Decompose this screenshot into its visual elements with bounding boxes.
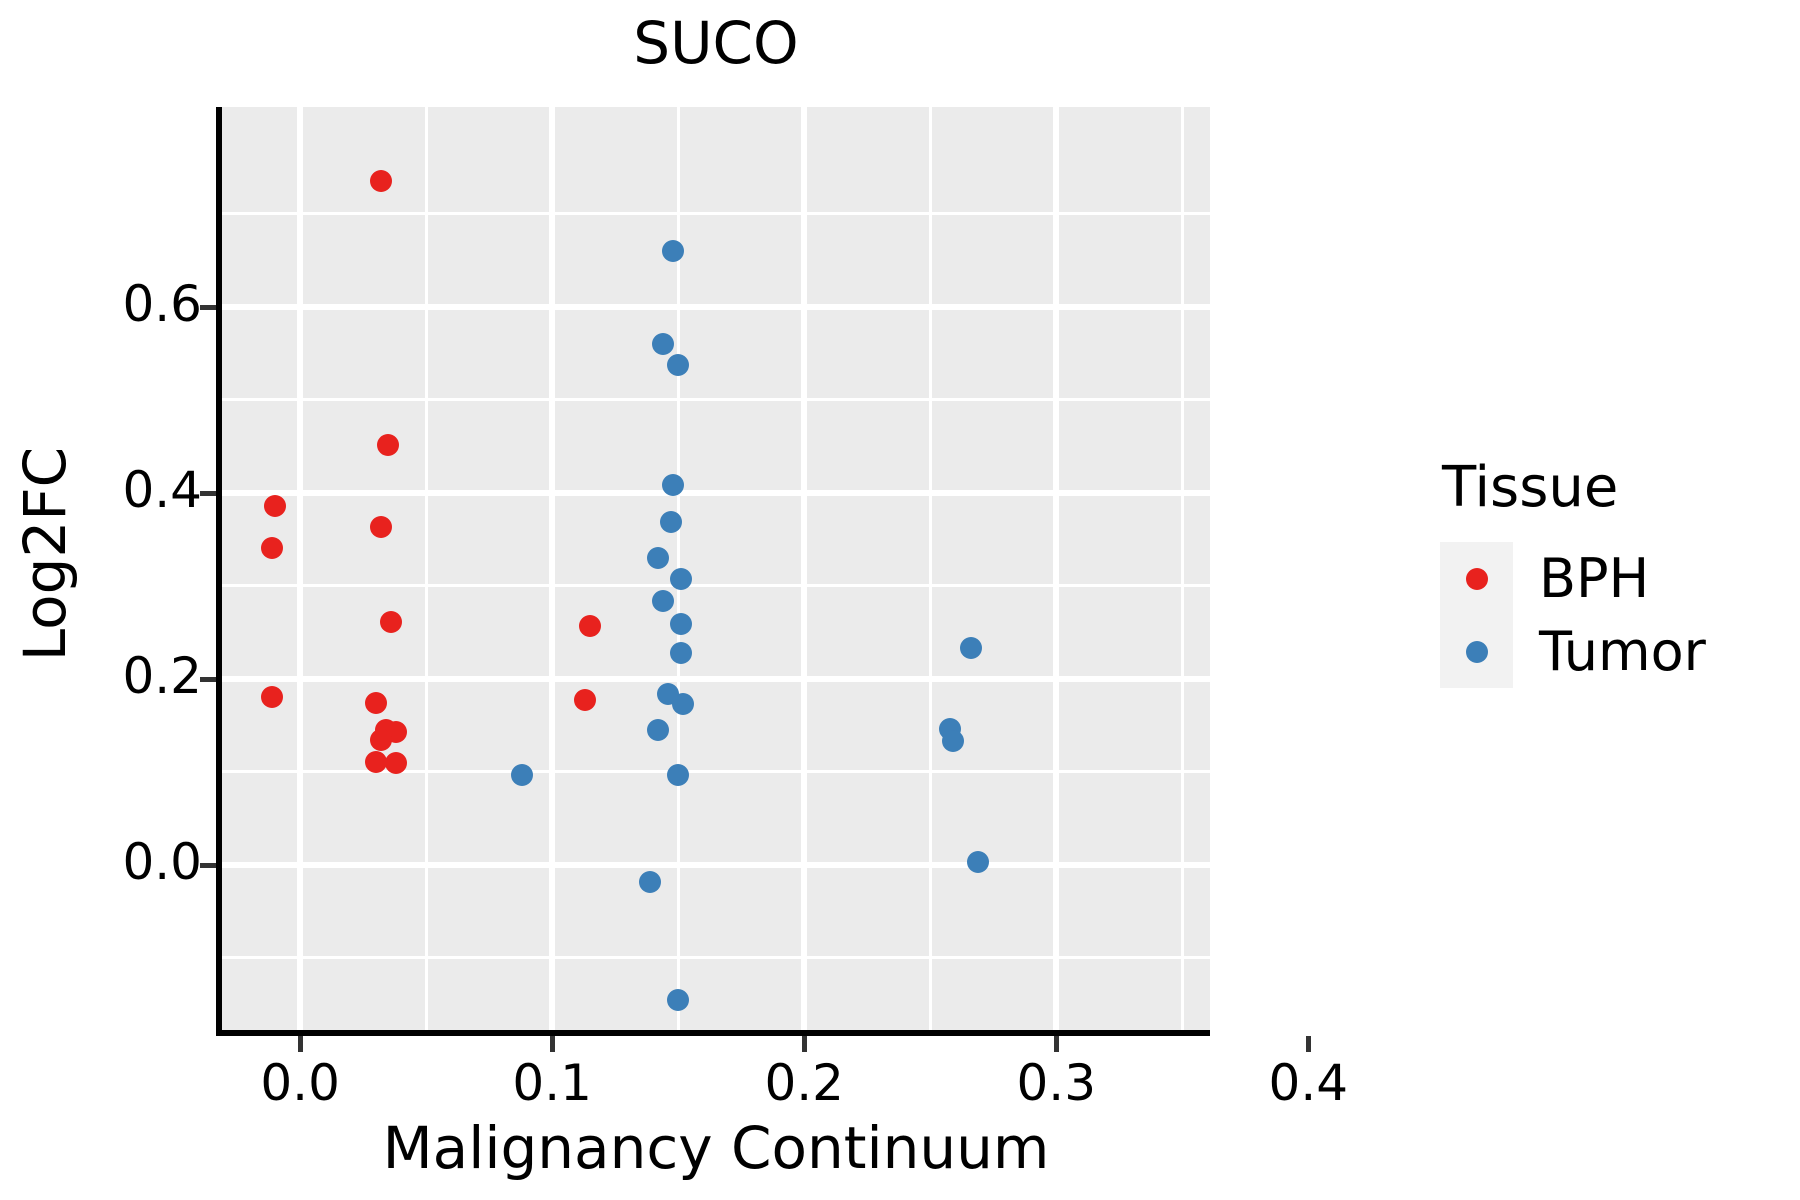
data-point-tumor bbox=[647, 546, 670, 569]
gridline-minor-vertical bbox=[424, 107, 428, 1030]
gridline-major-vertical bbox=[549, 107, 556, 1030]
y-axis-title: Log2FC bbox=[11, 446, 79, 662]
data-point-tumor bbox=[959, 636, 982, 659]
x-axis-title: Malignancy Continuum bbox=[382, 1114, 1050, 1182]
y-tick-label: 0.2 bbox=[122, 646, 202, 705]
data-point-tumor bbox=[967, 850, 990, 873]
legend-label: Tumor bbox=[1539, 620, 1706, 683]
gridline-major-vertical bbox=[297, 107, 304, 1030]
y-tick-mark bbox=[200, 304, 216, 310]
gridline-major-horizontal bbox=[222, 861, 1210, 868]
y-tick-mark bbox=[200, 862, 216, 868]
data-point-tumor bbox=[639, 871, 662, 894]
x-tick-mark bbox=[298, 1036, 304, 1052]
gridline-minor-horizontal bbox=[222, 212, 1210, 216]
data-point-tumor bbox=[662, 474, 685, 497]
data-point-bph bbox=[369, 170, 392, 193]
data-point-tumor bbox=[662, 240, 685, 263]
data-point-bph bbox=[578, 614, 601, 637]
y-tick-mark bbox=[200, 676, 216, 682]
legend-key-swatch bbox=[1440, 542, 1513, 615]
gridline-minor-horizontal bbox=[222, 398, 1210, 402]
data-point-tumor bbox=[941, 729, 964, 752]
page-title: SUCO bbox=[633, 9, 799, 77]
data-point-bph bbox=[364, 751, 387, 774]
legend-point-icon bbox=[1465, 567, 1488, 590]
y-tick-label: 0.6 bbox=[122, 274, 202, 333]
data-point-bph bbox=[384, 752, 407, 775]
data-point-tumor bbox=[667, 989, 690, 1012]
x-tick-mark bbox=[550, 1036, 556, 1052]
data-point-tumor bbox=[667, 354, 690, 377]
data-point-tumor bbox=[647, 718, 670, 741]
x-tick-mark bbox=[802, 1036, 808, 1052]
x-tick-mark bbox=[1306, 1036, 1312, 1052]
data-point-bph bbox=[261, 536, 284, 559]
data-point-tumor bbox=[667, 764, 690, 787]
data-point-bph bbox=[377, 434, 400, 457]
gridline-major-vertical bbox=[801, 107, 808, 1030]
x-tick-label: 0.0 bbox=[260, 1054, 340, 1112]
gridline-minor-horizontal bbox=[222, 955, 1210, 959]
gridline-major-horizontal bbox=[222, 675, 1210, 682]
legend-key-swatch bbox=[1440, 615, 1513, 688]
data-point-tumor bbox=[669, 568, 692, 591]
gridline-minor-horizontal bbox=[222, 584, 1210, 588]
gridline-major-horizontal bbox=[222, 303, 1210, 310]
x-tick-label: 0.4 bbox=[1268, 1054, 1349, 1112]
gridline-major-vertical bbox=[1053, 107, 1060, 1030]
x-tick-label: 0.3 bbox=[1016, 1054, 1097, 1112]
data-point-bph bbox=[261, 686, 284, 709]
data-point-bph bbox=[379, 610, 402, 633]
y-tick-mark bbox=[200, 490, 216, 496]
legend-items: BPH Tumor bbox=[1440, 542, 1706, 688]
gridline-major-horizontal bbox=[222, 489, 1210, 496]
y-tick-label: 0.0 bbox=[122, 832, 202, 891]
data-point-bph bbox=[369, 516, 392, 539]
data-point-bph bbox=[364, 691, 387, 714]
data-point-bph bbox=[263, 494, 286, 517]
gridline-minor-horizontal bbox=[222, 770, 1210, 774]
data-point-bph bbox=[369, 728, 392, 751]
legend-item-bph[interactable]: BPH bbox=[1440, 542, 1706, 615]
legend: Tissue BPH Tumor bbox=[1440, 455, 1706, 688]
data-point-tumor bbox=[669, 641, 692, 664]
legend-item-tumor[interactable]: Tumor bbox=[1440, 615, 1706, 688]
x-tick-label: 0.1 bbox=[512, 1054, 592, 1112]
data-point-tumor bbox=[672, 692, 695, 715]
x-tick-mark bbox=[1054, 1036, 1060, 1052]
y-axis-line bbox=[216, 107, 222, 1036]
gridline-minor-vertical bbox=[1180, 107, 1184, 1030]
data-point-tumor bbox=[510, 764, 533, 787]
data-point-tumor bbox=[652, 589, 675, 612]
legend-point-icon bbox=[1465, 640, 1488, 663]
data-point-bph bbox=[573, 689, 596, 712]
plot-panel bbox=[222, 107, 1210, 1030]
x-tick-label: 0.2 bbox=[764, 1054, 844, 1112]
legend-label: BPH bbox=[1539, 547, 1650, 610]
gridline-minor-vertical bbox=[928, 107, 932, 1030]
data-point-tumor bbox=[652, 333, 675, 356]
data-point-tumor bbox=[659, 511, 682, 534]
legend-title: Tissue bbox=[1442, 455, 1619, 520]
data-point-tumor bbox=[669, 612, 692, 635]
x-axis-line bbox=[222, 1030, 1210, 1036]
y-tick-label: 0.4 bbox=[122, 460, 202, 519]
